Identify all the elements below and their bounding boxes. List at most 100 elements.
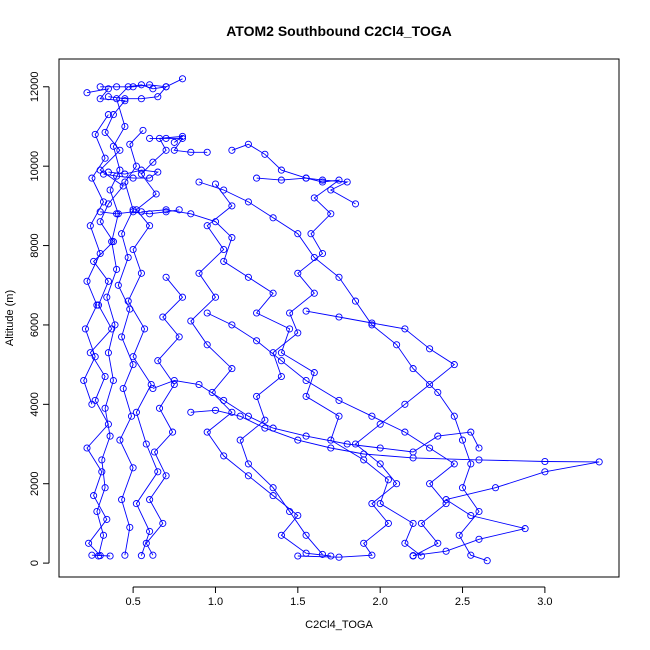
data-point [142,440,150,448]
data-point [228,234,236,242]
data-point [211,406,220,414]
data-point [211,293,220,301]
data-point [302,531,310,539]
data-point [327,552,335,560]
data-point [187,317,195,325]
x-tick-label: 2.0 [373,596,388,608]
data-point [113,83,121,91]
data-point [294,269,302,277]
data-point [106,432,114,440]
data-point [129,83,137,91]
data-point [253,337,261,345]
y-tick-label: 4000 [29,392,41,416]
data-point [103,515,111,523]
data-point [96,249,104,258]
data-point [152,190,160,198]
data-point [228,202,236,210]
data-point [335,553,343,561]
data-point [149,384,157,393]
data-point [96,208,104,216]
data-point [109,238,117,246]
data-point [96,83,104,91]
data-point [269,289,277,297]
data-point [228,408,236,416]
data-point [175,206,183,214]
data-point [146,210,154,218]
data-point [119,384,127,393]
data-point [384,519,392,527]
data-point [302,307,310,315]
data-point [99,198,108,206]
data-point [269,424,277,432]
data-point [104,168,112,176]
data-point [368,412,376,420]
data-point [467,428,475,436]
data-point [127,412,136,420]
data-point [86,222,94,230]
data-point [220,452,228,460]
series-8 [187,406,603,560]
data-point [101,372,109,381]
data-point [162,134,170,142]
data-point [541,468,549,476]
series-line [86,88,126,557]
data-point [228,146,236,154]
data-point [220,257,228,265]
data-point [434,432,442,440]
data-point [147,380,155,389]
data-point [104,111,112,119]
data-point [467,460,475,468]
data-point [327,186,335,194]
data-point [442,547,450,555]
data-point [417,519,425,527]
data-point [178,293,187,301]
series-layer [80,75,603,565]
data-point [450,361,458,369]
data-point [146,527,154,535]
data-point [450,412,458,420]
series-12 [149,376,483,456]
data-point [310,369,318,377]
data-point [129,208,137,216]
data-point [393,341,401,349]
data-point [244,198,252,206]
x-tick-label: 1.0 [208,596,223,608]
data-point [187,408,195,416]
data-point [104,277,112,285]
data-point [277,531,285,539]
data-point [170,380,178,389]
data-point [277,176,285,184]
data-point [269,492,277,500]
data-point [187,148,195,156]
data-point [253,174,261,182]
data-point [118,230,126,238]
data-point [101,128,109,136]
data-point [104,200,112,208]
data-point [467,511,475,520]
series-16 [99,166,162,182]
data-point [426,444,434,452]
data-point [244,460,252,468]
data-point [277,166,285,174]
data-point [384,476,392,484]
data-point [121,178,129,186]
data-point [101,404,109,412]
data-point [327,444,335,452]
data-point [187,210,195,218]
data-point [401,400,409,408]
data-point [277,349,285,357]
data-point [162,472,170,480]
data-point [269,349,277,357]
data-point [360,539,368,547]
data-point [96,552,104,560]
data-point [159,313,167,321]
data-point [109,376,117,385]
data-point [228,365,236,373]
series-3 [124,132,187,560]
data-point [244,472,252,480]
data-point [208,388,216,396]
data-point [401,539,409,547]
data-point [146,222,154,230]
data-point [409,552,417,560]
x-tick-label: 3.0 [537,596,552,608]
